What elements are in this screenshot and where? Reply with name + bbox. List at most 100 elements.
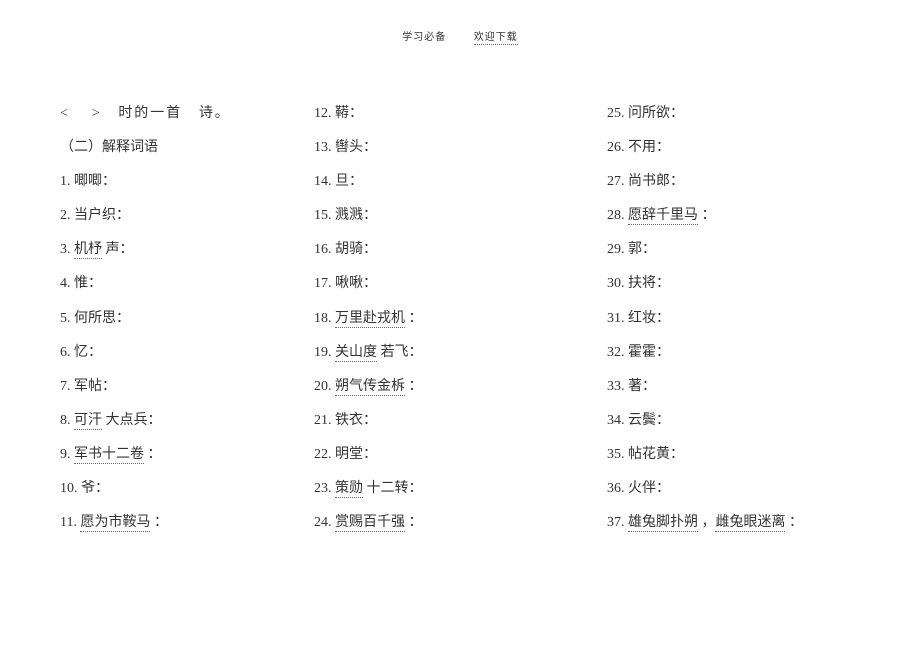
item-number: 11.	[60, 515, 80, 530]
item-number: 12.	[314, 106, 335, 121]
item-tail: ，	[698, 515, 716, 530]
item-tail: ：	[150, 515, 168, 530]
item-number: 24.	[314, 515, 335, 530]
item-term: 军书十二卷	[74, 447, 144, 464]
item-term: 尚书郎：	[628, 174, 684, 189]
item-number: 33.	[607, 379, 628, 394]
item-term: 可汗	[74, 413, 102, 430]
list-item: 32. 霍霍：	[607, 343, 900, 363]
list-item: 29. 郭：	[607, 240, 900, 260]
item-term: 不用：	[628, 140, 670, 155]
item-number: 2.	[60, 208, 74, 223]
item-tail: ：	[144, 447, 162, 462]
list-item: 23. 策勋 十二转：	[314, 479, 607, 499]
item-term: 鞯：	[335, 106, 363, 121]
column-2: 12. 鞯： 13. 辔头： 14. 旦： 15. 溅溅： 16. 胡骑： 17. 啾啾：…	[314, 104, 607, 547]
item-tail: 大点兵：	[102, 413, 162, 428]
item-number: 28.	[607, 208, 628, 223]
content-area: < > 时的一首 诗。 （二）解释词语 1. 唧唧： 2. 当户织： 3. 机杼 声…	[60, 104, 900, 547]
list-item: 33. 著：	[607, 377, 900, 397]
item-term: 胡骑：	[335, 242, 377, 257]
item-number: 17.	[314, 276, 335, 291]
item-number: 14.	[314, 174, 335, 189]
item-term2: 雌兔眼迷离	[715, 515, 785, 532]
item-number: 7.	[60, 379, 74, 394]
item-number: 4.	[60, 276, 74, 291]
item-term: 朔气传金柝	[335, 379, 405, 396]
list-item: 14. 旦：	[314, 172, 607, 192]
item-term: 著：	[628, 379, 656, 394]
list-item: 25. 问所欲：	[607, 104, 900, 124]
item-number: 30.	[607, 276, 628, 291]
list-item: 17. 啾啾：	[314, 274, 607, 294]
list-item: 5. 何所思：	[60, 309, 314, 329]
list-item: 37. 雄兔脚扑朔 ，雌兔眼迷离 ：	[607, 513, 900, 533]
item-tail: 若飞：	[377, 345, 423, 360]
list-item: 34. 云鬓：	[607, 411, 900, 431]
bracket-open: <	[60, 106, 70, 121]
item-term: 爷：	[81, 481, 109, 496]
list-item: 22. 明堂：	[314, 445, 607, 465]
list-item: 36. 火伴：	[607, 479, 900, 499]
list-item: 20. 朔气传金柝 ：	[314, 377, 607, 397]
section-head: （二）解释词语	[60, 138, 314, 158]
item-number: 35.	[607, 447, 628, 462]
item-term: 何所思：	[74, 311, 130, 326]
item-number: 32.	[607, 345, 628, 360]
list-item: 10. 爷：	[60, 479, 314, 499]
item-number: 22.	[314, 447, 335, 462]
list-item: 8. 可汗 大点兵：	[60, 411, 314, 431]
item-term: 愿为市鞍马	[80, 515, 150, 532]
header-right: 欢迎下载	[474, 28, 518, 45]
item-number: 21.	[314, 413, 335, 428]
item-term: 帖花黄：	[628, 447, 684, 462]
item-tail: ：	[405, 311, 423, 326]
item-term: 火伴：	[628, 481, 670, 496]
item-term: 明堂：	[335, 447, 377, 462]
list-item: 16. 胡骑：	[314, 240, 607, 260]
list-item: 4. 惟：	[60, 274, 314, 294]
header-left: 学习必备	[402, 28, 446, 43]
list-item: 2. 当户织：	[60, 206, 314, 226]
item-number: 34.	[607, 413, 628, 428]
list-item: 12. 鞯：	[314, 104, 607, 124]
item-term: 关山度	[335, 345, 377, 362]
list-item: 18. 万里赴戎机 ：	[314, 309, 607, 329]
item-term: 策勋	[335, 481, 363, 498]
item-tail: 声：	[102, 242, 134, 257]
item-number: 16.	[314, 242, 335, 257]
item-term: 机杼	[74, 242, 102, 259]
list-item: 28. 愿辞千里马 ：	[607, 206, 900, 226]
item-number: 26.	[607, 140, 628, 155]
item-tail: ：	[405, 379, 423, 394]
item-number: 27.	[607, 174, 628, 189]
item-term: 雄兔脚扑朔	[628, 515, 698, 532]
item-tail: ：	[698, 208, 716, 223]
list-item: 1. 唧唧：	[60, 172, 314, 192]
list-item: 15. 溅溅：	[314, 206, 607, 226]
list-item: 31. 红妆：	[607, 309, 900, 329]
item-number: 23.	[314, 481, 335, 496]
item-term: 赏赐百千强	[335, 515, 405, 532]
list-item: 6. 忆：	[60, 343, 314, 363]
item-term: 红妆：	[628, 311, 670, 326]
list-item: 26. 不用：	[607, 138, 900, 158]
item-term: 郭：	[628, 242, 656, 257]
list-item: 21. 铁衣：	[314, 411, 607, 431]
topline-text2: 诗。	[199, 106, 231, 121]
list-item: 30. 扶将：	[607, 274, 900, 294]
item-term: 问所欲：	[628, 106, 684, 121]
item-number: 9.	[60, 447, 74, 462]
top-line: < > 时的一首 诗。	[60, 104, 314, 124]
item-term: 忆：	[74, 345, 102, 360]
list-item: 11. 愿为市鞍马 ：	[60, 513, 314, 533]
item-number: 8.	[60, 413, 74, 428]
item-number: 1.	[60, 174, 74, 189]
item-tail: ：	[405, 515, 423, 530]
item-number: 13.	[314, 140, 335, 155]
item-term: 辔头：	[335, 140, 377, 155]
item-number: 31.	[607, 311, 628, 326]
item-number: 3.	[60, 242, 74, 257]
item-term: 溅溅：	[335, 208, 377, 223]
item-term: 当户织：	[74, 208, 130, 223]
